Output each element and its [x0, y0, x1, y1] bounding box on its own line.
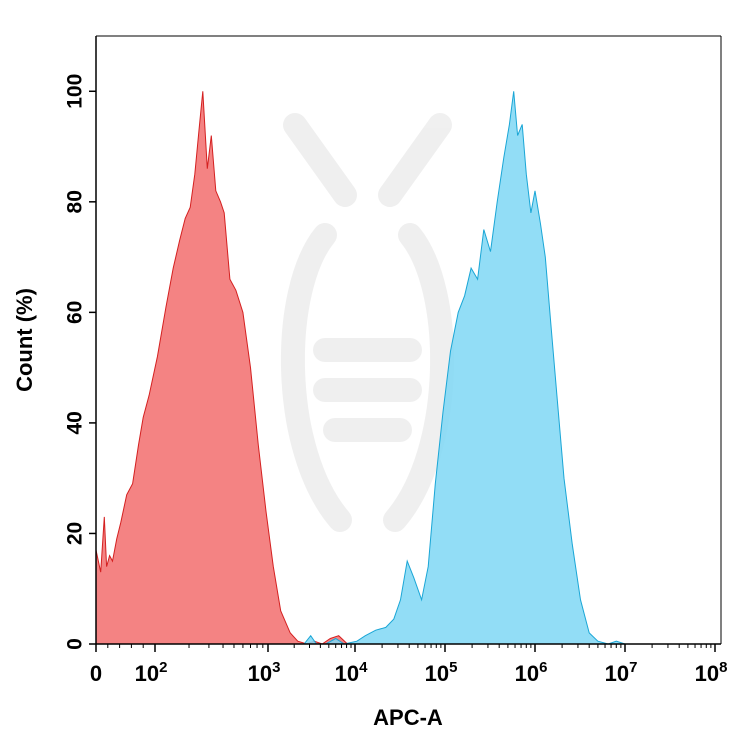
axes: [95, 35, 722, 645]
x-tick-label-5: 106: [515, 659, 548, 686]
x-axis-title: APC-A: [373, 705, 443, 730]
histogram-series-2: [303, 91, 626, 645]
x-tick-label-2: 103: [248, 659, 281, 686]
x-tick-label-1: 102: [135, 659, 168, 686]
x-tick-label-3: 104: [335, 659, 368, 686]
x-axis-ticks: 0 102 103 104 105 106 107 108: [90, 644, 728, 686]
plot-area: [95, 91, 626, 645]
x-tick-label-4: 105: [425, 659, 458, 686]
histogram-series-1: [95, 91, 349, 645]
y-tick-label-0: 0: [63, 638, 86, 650]
y-tick-label-80: 80: [63, 190, 86, 213]
x-tick-label-6: 107: [605, 659, 638, 686]
watermark-logo: [280, 113, 455, 532]
x-tick-label-7: 108: [695, 659, 728, 686]
y-tick-label-40: 40: [63, 411, 86, 434]
y-tick-label-60: 60: [63, 301, 86, 324]
x-tick-label-0: 0: [90, 661, 102, 686]
y-axis-ticks: 0 20 40 60 80 100: [63, 74, 96, 650]
y-tick-label-100: 100: [63, 74, 86, 109]
y-axis-title: Count (%): [12, 288, 37, 392]
y-tick-label-20: 20: [63, 522, 86, 545]
